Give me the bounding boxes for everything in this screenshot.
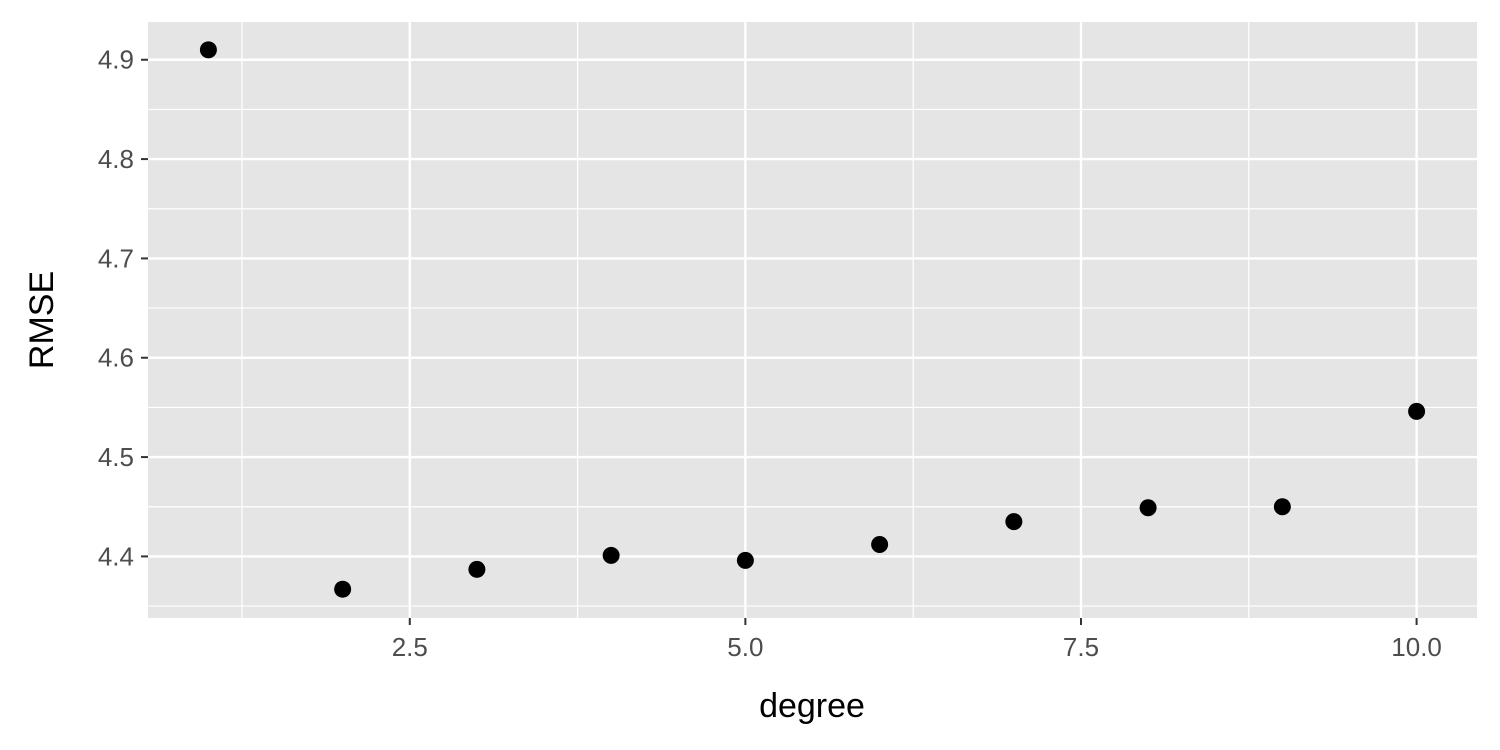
y-tick-label: 4.4 [98,541,134,571]
x-tick-label: 10.0 [1391,632,1442,662]
major-gridlines [148,22,1477,618]
data-point [871,535,889,553]
data-point [468,560,486,578]
y-tick-label: 4.6 [98,343,134,373]
x-tick-label: 5.0 [727,632,763,662]
data-points [199,41,1426,598]
x-axis: 2.5 5.0 7.5 10.0 [392,618,1442,662]
y-axis-title: RMSE [23,271,61,369]
y-tick-label: 4.5 [98,442,134,472]
y-tick-label: 4.7 [98,243,134,273]
x-tick-label: 7.5 [1063,632,1099,662]
data-point [1005,513,1023,531]
data-point [1408,402,1426,420]
y-tick-label: 4.9 [98,45,134,75]
x-axis-title: degree [759,687,865,725]
data-point [1139,499,1157,517]
x-tick-label: 2.5 [392,632,428,662]
data-point [334,580,352,598]
data-point [1273,498,1291,516]
data-point [199,41,217,59]
data-point [602,546,620,564]
plot-panel [148,22,1477,618]
minor-gridlines [148,22,1477,618]
y-tick-label: 4.8 [98,144,134,174]
y-axis: 4.4 4.5 4.6 4.7 4.8 4.9 [98,45,148,571]
data-point [736,551,754,569]
